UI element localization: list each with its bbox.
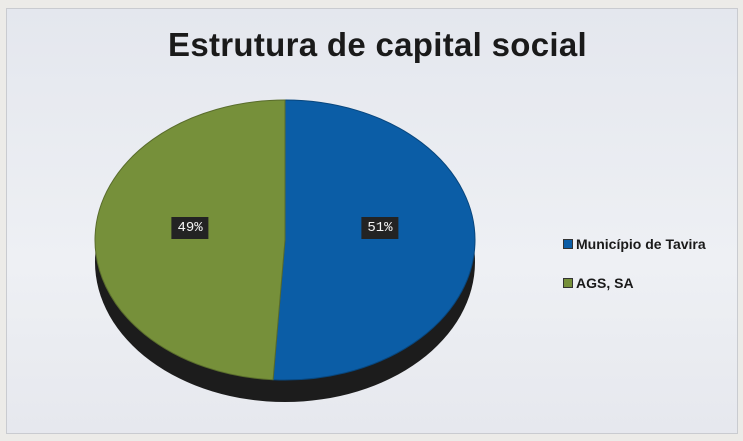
pie-slice-0 xyxy=(272,99,476,381)
pie-slice-1 xyxy=(94,99,286,381)
legend: Município de Tavira AGS, SA xyxy=(563,232,706,310)
legend-swatch-1 xyxy=(563,277,573,288)
data-label-0: 51% xyxy=(361,217,399,240)
data-label-1: 49% xyxy=(171,216,209,239)
legend-swatch-0 xyxy=(563,238,573,249)
legend-label-1: AGS, SA xyxy=(576,274,634,291)
chart-title: Estrutura de capital social xyxy=(168,26,587,63)
legend-item-0: Município de Tavira xyxy=(563,232,706,255)
legend-item-1: AGS, SA xyxy=(563,271,706,294)
legend-label-0: Município de Tavira xyxy=(576,235,706,252)
